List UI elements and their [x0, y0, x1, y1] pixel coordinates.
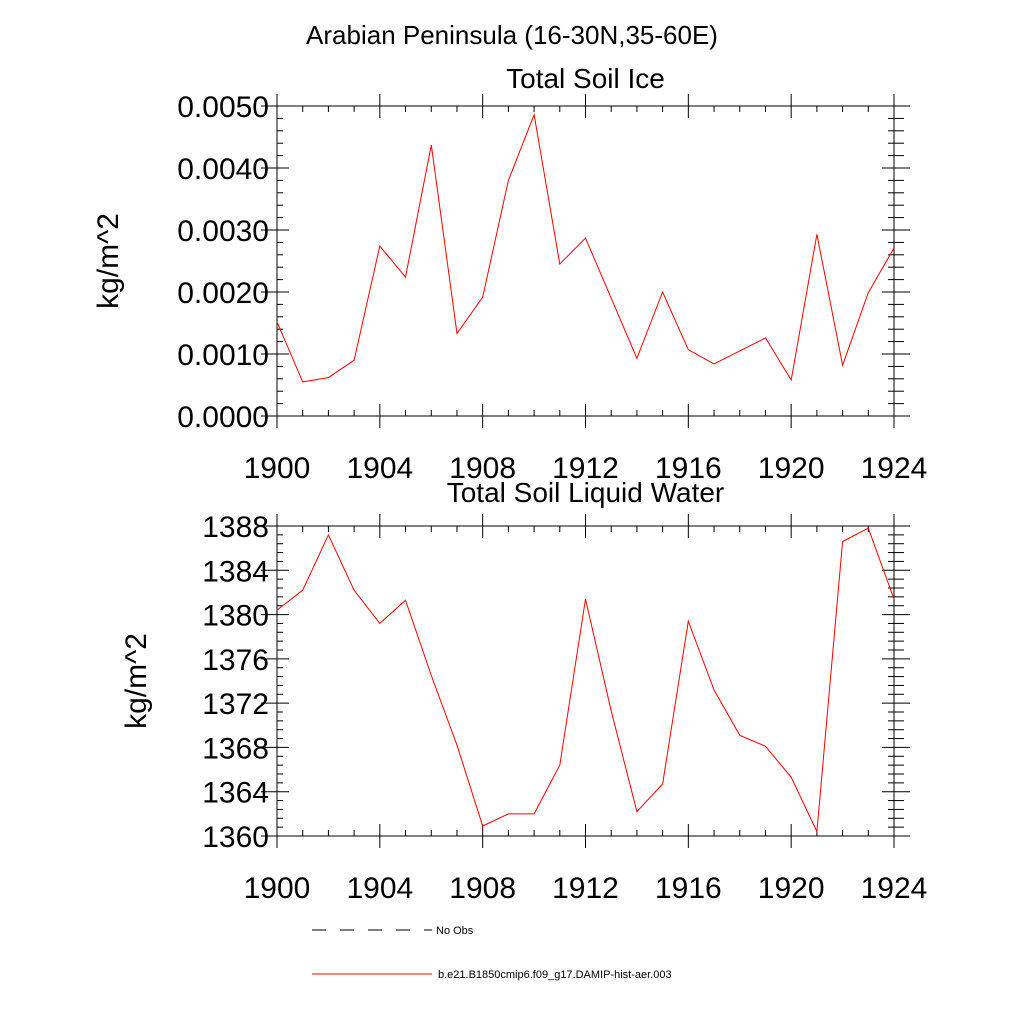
plot-frame: [276, 105, 895, 417]
y-tick-label: 0.0010: [177, 339, 269, 372]
plot-frame: [276, 525, 895, 837]
y-tick-label: 1388: [202, 511, 269, 544]
y-tick-label: 1376: [202, 644, 269, 677]
x-tick-label: 1924: [861, 452, 928, 485]
y-axis-label: kg/m^2: [92, 213, 125, 309]
y-tick-label: 0.0030: [177, 215, 269, 248]
x-tick-label: 1904: [346, 872, 413, 905]
legend-model-label: b.e21.B1850cmip6.f09_g17.DAMIP-hist-aer.…: [438, 969, 672, 981]
y-tick-label: 1360: [202, 821, 269, 854]
y-tick-label: 0.0000: [177, 401, 269, 434]
x-tick-label: 1900: [244, 872, 311, 905]
y-tick-label: 1380: [202, 600, 269, 633]
x-tick-label: 1916: [655, 872, 722, 905]
x-tick-label: 1900: [244, 452, 311, 485]
legend-no-obs-label: No Obs: [436, 925, 474, 937]
panel-title: Total Soil Liquid Water: [447, 477, 725, 508]
panel-title: Total Soil Ice: [506, 63, 665, 94]
y-axis-label: kg/m^2: [120, 633, 153, 729]
y-tick-label: 0.0050: [177, 91, 269, 124]
x-tick-label: 1908: [449, 452, 516, 485]
page-title: Arabian Peninsula (16-30N,35-60E): [306, 20, 718, 50]
soil-liquid-water-panel: Total Soil Liquid Water 1900 1904 1908 1912 1…: [120, 477, 927, 905]
y-tick-label: 1384: [202, 555, 269, 588]
x-tick-label: 1916: [655, 452, 722, 485]
x-tick-label: 1920: [758, 872, 825, 905]
legend: No Obs b.e21.B1850cmip6.f09_g17.DAMIP-hi…: [312, 925, 672, 981]
x-tick-label: 1908: [449, 872, 516, 905]
y-tick-label: 1372: [202, 688, 269, 721]
x-tick-label: 1912: [552, 452, 619, 485]
y-tick-label: 0.0040: [177, 153, 269, 186]
x-tick-label: 1924: [861, 872, 928, 905]
x-tick-label: 1912: [552, 872, 619, 905]
y-tick-label: 1368: [202, 732, 269, 765]
x-tick-label: 1920: [758, 452, 825, 485]
soil-ice-panel: Total Soil Ice 1900 1904 1908 1912 1916 1920 19…: [92, 63, 927, 485]
series-line: [276, 527, 895, 834]
y-tick-label: 1364: [202, 777, 269, 810]
series-line: [276, 112, 895, 383]
y-tick-label: 0.0020: [177, 277, 269, 310]
x-tick-label: 1904: [346, 452, 413, 485]
